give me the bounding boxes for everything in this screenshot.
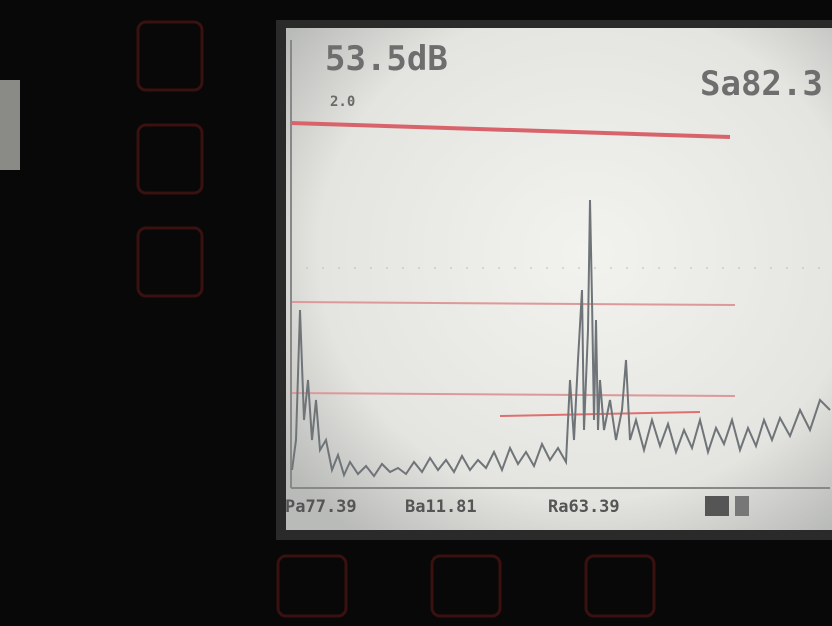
bottom-buttons xyxy=(276,554,656,618)
status-icon xyxy=(735,496,749,516)
button[interactable] xyxy=(430,554,502,618)
readout: Ra63.39 xyxy=(548,497,620,517)
gate xyxy=(499,411,701,417)
reference-line xyxy=(289,392,736,397)
readout: Pa77.39 xyxy=(285,497,357,517)
reference-line xyxy=(289,301,736,306)
status-icon xyxy=(705,496,729,516)
button[interactable] xyxy=(136,20,204,92)
button[interactable] xyxy=(584,554,656,618)
edge-light xyxy=(0,80,20,170)
button[interactable] xyxy=(136,226,204,298)
gain: 53.5dB xyxy=(325,39,448,79)
sound-path: Sa82.3 xyxy=(700,64,823,104)
side-buttons xyxy=(136,20,204,298)
button[interactable] xyxy=(136,123,204,195)
gate-line xyxy=(289,121,731,139)
a-scan-waveform xyxy=(291,199,831,478)
readout: Ba11.81 xyxy=(405,497,477,517)
range: 2.0 xyxy=(330,94,355,110)
button[interactable] xyxy=(276,554,348,618)
